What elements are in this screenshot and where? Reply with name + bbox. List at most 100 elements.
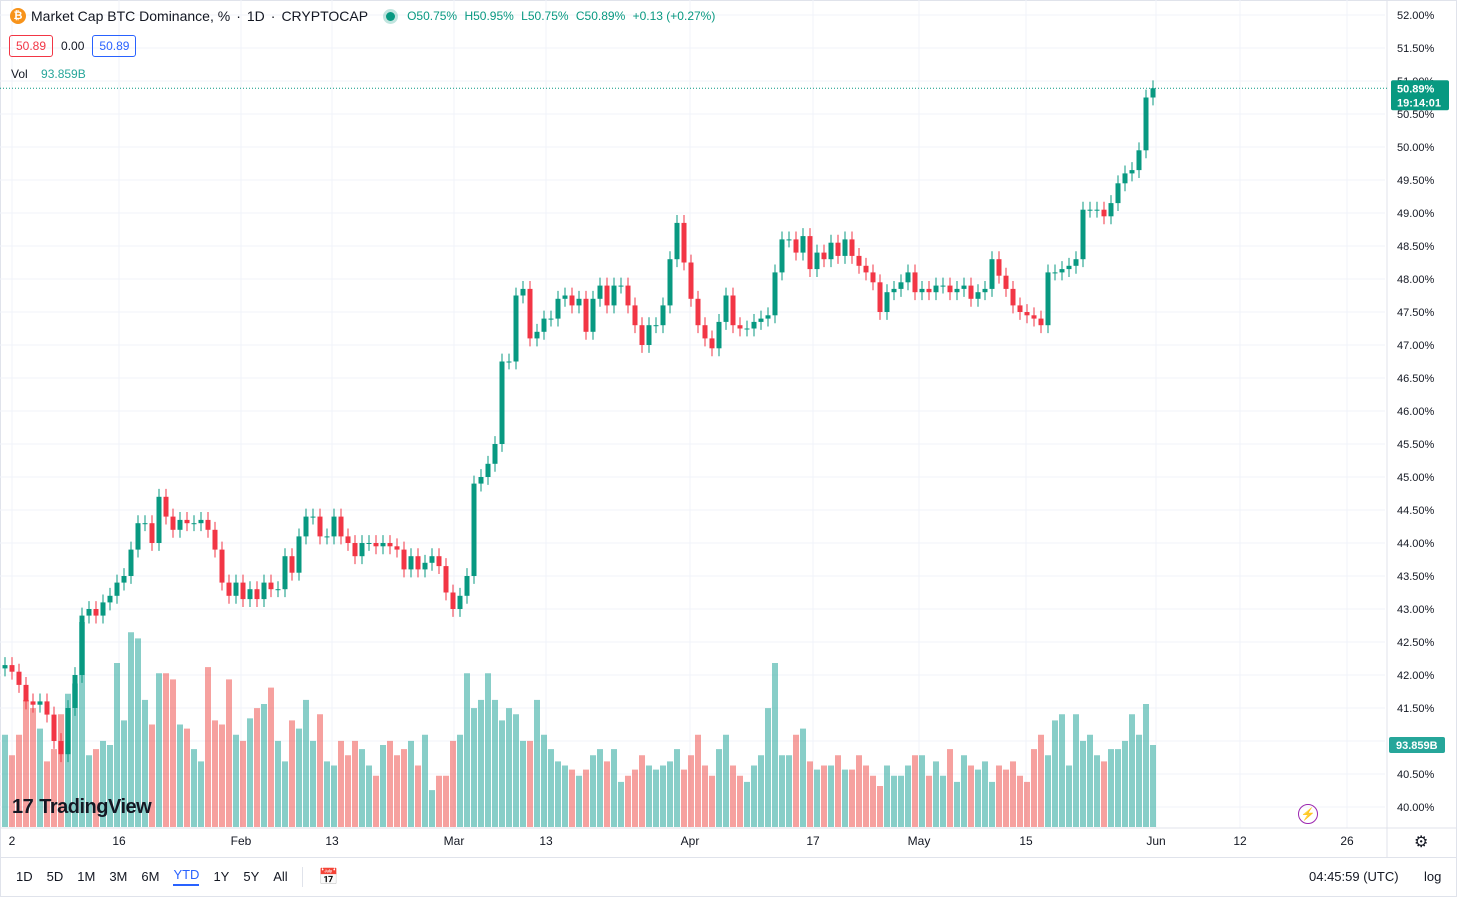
- log-scale-toggle[interactable]: log: [1424, 869, 1442, 884]
- volume-bar: [919, 755, 925, 827]
- candle-body: [989, 259, 995, 289]
- volume-bar: [779, 755, 785, 827]
- volume-bar: [401, 749, 407, 827]
- volume-bar: [982, 761, 988, 827]
- candle-body: [499, 361, 505, 444]
- volume-bar: [891, 775, 897, 827]
- gear-icon[interactable]: ⚙: [1414, 834, 1429, 851]
- exchange-label: CRYPTOCAP: [281, 8, 369, 24]
- volume-bar: [898, 775, 904, 827]
- volume-bar: [653, 769, 659, 827]
- candle-body: [191, 523, 197, 525]
- x-tick-label: 15: [1019, 834, 1033, 848]
- tradingview-logo[interactable]: 17 TradingView: [12, 796, 152, 819]
- x-tick-label: 26: [1340, 834, 1354, 848]
- candle-body: [779, 239, 785, 273]
- volume-bar: [240, 740, 246, 827]
- volume-bar: [1052, 720, 1058, 827]
- candle-body: [646, 325, 652, 345]
- interval-label[interactable]: 1D: [246, 8, 265, 24]
- candle-body: [534, 331, 540, 339]
- candle-body: [149, 523, 155, 543]
- candle-body: [926, 288, 932, 293]
- candle-body: [2, 665, 8, 669]
- utc-clock[interactable]: 04:45:59 (UTC): [1309, 869, 1399, 884]
- volume-bar: [58, 714, 64, 827]
- range-button-1m[interactable]: 1M: [77, 869, 96, 884]
- candle-body: [240, 582, 246, 600]
- candle-body: [30, 701, 36, 705]
- open-value: O50.75%: [407, 9, 458, 23]
- volume-bar: [905, 765, 911, 827]
- volume-value-label: 93.859B: [1396, 740, 1438, 752]
- candle-body: [730, 295, 736, 326]
- volume-bar: [422, 734, 428, 827]
- range-button-all[interactable]: All: [273, 869, 288, 884]
- candle-body: [205, 519, 211, 530]
- volume-legend[interactable]: Vol 93.859B: [11, 67, 86, 81]
- volume-bar: [72, 683, 78, 827]
- volume-bar: [1066, 765, 1072, 827]
- candle-body: [919, 288, 925, 293]
- candle-body: [436, 556, 442, 567]
- candle-body: [877, 282, 883, 312]
- candle-body: [653, 325, 659, 327]
- candle-body: [576, 298, 582, 306]
- legend-separator: ·: [270, 8, 276, 24]
- volume-bar: [681, 769, 687, 827]
- volume-bar: [940, 775, 946, 827]
- candle-body: [443, 566, 449, 593]
- candle-body: [828, 242, 834, 260]
- candle-body: [541, 318, 547, 332]
- y-tick-label: 45.50%: [1397, 439, 1435, 451]
- volume-bar: [359, 749, 365, 827]
- flash-icon[interactable]: ⚡: [1298, 804, 1318, 824]
- volume-bar: [317, 714, 323, 827]
- candle-body: [590, 298, 596, 332]
- candle-body: [758, 318, 764, 322]
- range-button-3m[interactable]: 3M: [109, 869, 128, 884]
- candle-body: [373, 543, 379, 547]
- symbol-title[interactable]: Market Cap BTC Dominance, %: [31, 8, 231, 24]
- ohlc-values: O50.75% H50.95% L50.75% C50.89% +0.13 (+…: [407, 9, 719, 23]
- symbol-legend[interactable]: ₿ Market Cap BTC Dominance, % · 1D · CRY…: [10, 8, 719, 24]
- volume-bar: [191, 749, 197, 827]
- range-button-1d[interactable]: 1D: [16, 869, 33, 884]
- volume-bar: [212, 720, 218, 827]
- volume-bar: [1010, 761, 1016, 827]
- range-button-6m[interactable]: 6M: [141, 869, 160, 884]
- volume-bar: [576, 775, 582, 827]
- y-tick-label: 50.50%: [1397, 109, 1435, 121]
- market-status-icon[interactable]: [386, 11, 396, 21]
- buy-button[interactable]: 50.89: [92, 35, 137, 57]
- volume-bar: [842, 769, 848, 827]
- candle-body: [982, 288, 988, 293]
- range-button-1y[interactable]: 1Y: [213, 869, 230, 884]
- candle-body: [9, 665, 15, 672]
- range-button-ytd[interactable]: YTD: [173, 867, 200, 886]
- y-tick-label: 48.00%: [1397, 274, 1435, 286]
- candle-body: [1017, 305, 1023, 312]
- volume-bar: [527, 740, 533, 827]
- calendar-icon[interactable]: 📅: [318, 868, 339, 886]
- candle-body: [100, 602, 106, 616]
- candle-body: [562, 295, 568, 299]
- range-button-5y[interactable]: 5Y: [243, 869, 260, 884]
- volume-bar: [121, 720, 127, 827]
- high-value: H50.95%: [464, 9, 514, 23]
- x-tick-label: Feb: [231, 834, 252, 848]
- y-tick-label: 45.00%: [1397, 472, 1435, 484]
- candle-body: [814, 252, 820, 270]
- volume-bar: [338, 740, 344, 827]
- volume-bar: [345, 755, 351, 827]
- y-tick-label: 44.00%: [1397, 538, 1435, 550]
- candle-body: [863, 265, 869, 273]
- volume-bar: [366, 765, 372, 827]
- sell-button[interactable]: 50.89: [9, 35, 54, 57]
- volume-bar: [590, 755, 596, 827]
- volume-bar: [506, 708, 512, 827]
- range-button-5d[interactable]: 5D: [46, 869, 64, 884]
- candle-body: [58, 741, 64, 755]
- volume-bar: [289, 720, 295, 827]
